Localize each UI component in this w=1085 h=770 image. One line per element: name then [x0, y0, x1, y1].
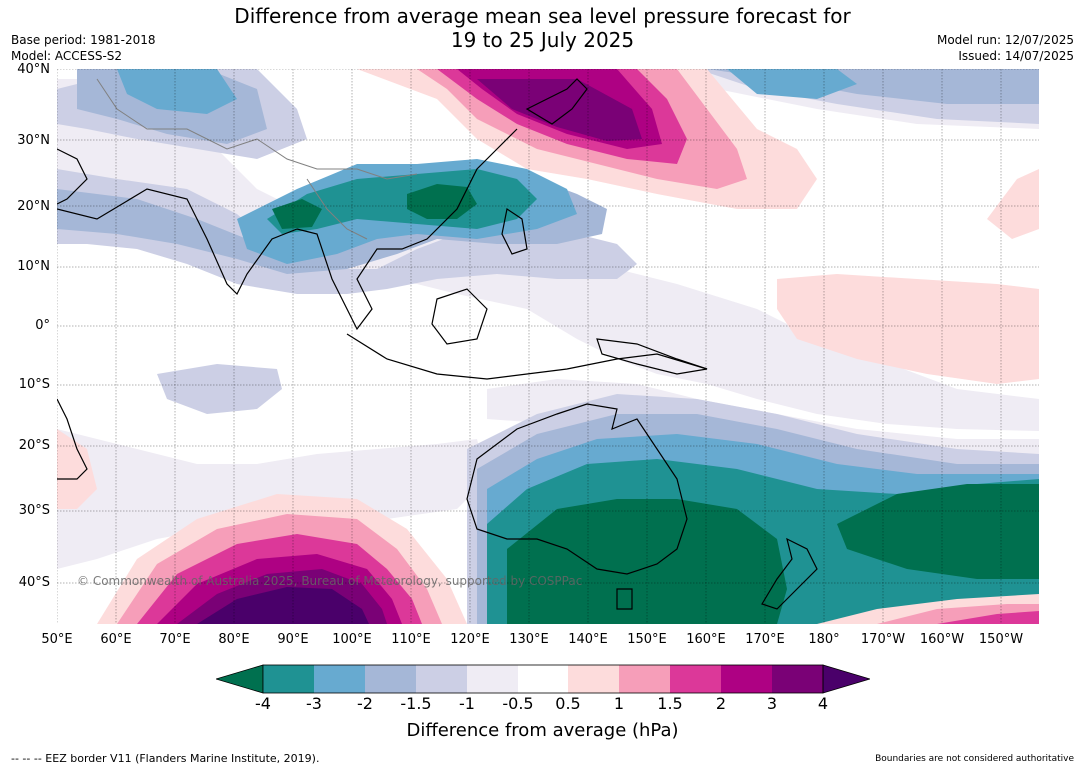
australia-coast: [466, 403, 688, 575]
tasmania-coast: [616, 588, 633, 610]
colorbar-tick-1: -4: [255, 694, 271, 713]
anomaly-region-positive-3: [477, 79, 642, 141]
lon-label-100e: 100°E: [332, 632, 372, 647]
coastlines: [57, 78, 818, 610]
anomaly-region-positive-0-5c: [987, 169, 1039, 239]
colorbar-tick-10: 2: [715, 694, 727, 713]
model-run: Model run: 12/07/2025: [936, 33, 1074, 47]
anomaly-region-negative-2b: [117, 69, 237, 114]
lon-label-70e: 70°E: [159, 632, 191, 647]
map-title: Difference from average mean sea level p…: [0, 4, 1085, 52]
meta-right: Model run: 12/07/2025 Issued: 14/07/2025: [937, 32, 1074, 64]
lat-label-20s: 20°S: [18, 438, 50, 453]
borneo-coast: [431, 288, 488, 345]
country-borders: [96, 78, 418, 240]
model-name: Model: ACCESS-S2: [11, 49, 123, 63]
anomaly-region-south-positive-1-5b: [937, 611, 1039, 624]
title-line-2: 19 to 25 July 2025: [450, 28, 635, 52]
lon-label-150w: 150°W: [978, 632, 1024, 647]
new-guinea-coast: [596, 338, 708, 375]
pressure-anomaly-map: [57, 69, 1039, 624]
colorbar-tick-2: -3: [306, 694, 322, 713]
anomaly-region-south-negative-4: [507, 499, 787, 624]
philippines-coast: [501, 208, 528, 255]
lon-label-90e: 90°E: [277, 632, 309, 647]
meta-left: Base period: 1981-2018 Model: ACCESS-S2: [11, 32, 156, 64]
lon-label-50e: 50°E: [41, 632, 73, 647]
africa-coast: [57, 398, 88, 480]
graticule: [57, 69, 1039, 624]
colorbar-segment-9: [670, 665, 721, 693]
lon-label-60e: 60°E: [100, 632, 132, 647]
india-coast: [57, 188, 298, 296]
issued-date: Issued: 14/07/2025: [958, 49, 1074, 63]
colorbar-tick-9: 1.5: [657, 694, 683, 713]
colorbar-segment-4: [416, 665, 467, 693]
lat-label-10s: 10°S: [18, 377, 50, 392]
lon-label-80e: 80°E: [218, 632, 250, 647]
anomaly-region-positive-0-5b: [777, 274, 1039, 384]
anomaly-region-negative-4b: [272, 199, 322, 229]
anomaly-region-negative-1: [57, 169, 637, 294]
anomaly-region-positive-0-5d: [57, 429, 97, 509]
anomaly-region-light-negative: [57, 79, 1039, 431]
colorbar-lower-extension: [216, 664, 264, 694]
anomaly-region-positive-4: [197, 587, 369, 624]
colorbar-tick-3: -2: [357, 694, 373, 713]
colorbar-outline: [262, 664, 824, 694]
eez-legend: -- -- -- EEZ border V11 (Flanders Marine…: [11, 752, 320, 765]
colorbar-segment-7: [568, 665, 619, 693]
lon-label-170e: 170°E: [745, 632, 785, 647]
colorbar-segment-11: [772, 665, 823, 693]
lon-label-160e: 160°E: [686, 632, 726, 647]
anomaly-region-negative-1b: [157, 364, 282, 414]
colorbar-tick-8: 1: [613, 694, 625, 713]
colorbar-tick-4: -1.5: [400, 694, 432, 713]
colorbar-segment-10: [721, 665, 772, 693]
lat-label-10n: 10°N: [17, 259, 50, 274]
colorbar-tick-11: 3: [766, 694, 778, 713]
lon-label-140e: 140°E: [568, 632, 608, 647]
colorbar-tick-12: 4: [817, 694, 829, 713]
boundaries-disclaimer: Boundaries are not considered authoritat…: [875, 754, 1074, 764]
southeast-asia-coast: [296, 128, 518, 331]
colorbar-title: Difference from average (hPa): [406, 720, 679, 741]
lon-label-180: 180°: [808, 632, 840, 647]
lat-label-40n: 40°N: [17, 62, 50, 77]
lon-label-120e: 120°E: [450, 632, 490, 647]
colorbar-tick-5: -1: [459, 694, 475, 713]
arabia-coast: [57, 148, 88, 205]
colorbar-upper-extension: [822, 664, 870, 694]
anomaly-region-negative-4: [407, 184, 477, 219]
lat-label-30s: 30°S: [18, 503, 50, 518]
colorbar-tick-6: -0.5: [502, 694, 534, 713]
lat-label-40s: 40°S: [18, 575, 50, 590]
lat-label-0: 0°: [35, 318, 50, 333]
colorbar: [216, 664, 870, 694]
base-period: Base period: 1981-2018: [11, 33, 156, 47]
lon-label-110e: 110°E: [391, 632, 431, 647]
lon-label-130e: 130°E: [509, 632, 549, 647]
colorbar-segment-8: [619, 665, 670, 693]
lat-label-30n: 30°N: [17, 133, 50, 148]
lat-label-20n: 20°N: [17, 199, 50, 214]
japan-coast: [525, 78, 588, 125]
lon-label-150e: 150°E: [627, 632, 667, 647]
map-canvas: [57, 69, 1039, 624]
colorbar-segment-2: [314, 665, 365, 693]
new-zealand-coast: [761, 537, 818, 610]
anomaly-region-negative-2c: [727, 69, 857, 99]
title-line-1: Difference from average mean sea level p…: [234, 4, 851, 28]
colorbar-tick-7: 0.5: [555, 694, 581, 713]
copyright-notice: © Commonwealth of Australia 2025, Bureau…: [77, 574, 583, 588]
colorbar-segment-3: [365, 665, 416, 693]
lon-label-160w: 160°W: [919, 632, 965, 647]
colorbar-segment-1: [263, 665, 314, 693]
colorbar-segment-6: [518, 665, 568, 693]
colorbar-segment-5: [467, 665, 518, 693]
anomaly-region-south-negative-4b: [837, 484, 1039, 579]
lon-label-170w: 170°W: [860, 632, 906, 647]
indonesia-coast: [346, 333, 708, 380]
